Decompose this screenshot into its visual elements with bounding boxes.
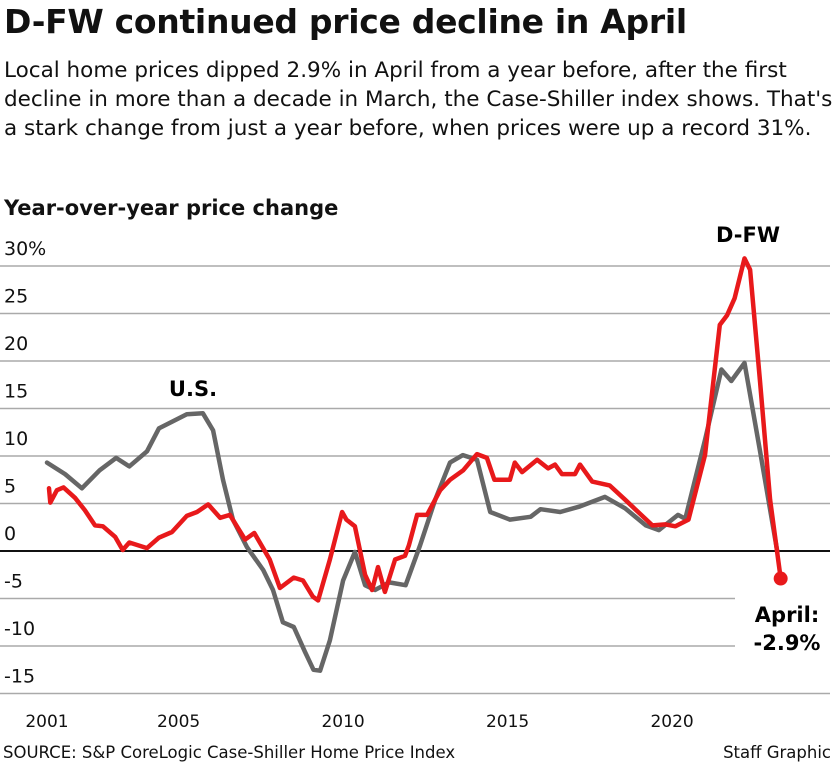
- source-note: SOURCE: S&P CoreLogic Case-Shiller Home …: [3, 743, 456, 762]
- credit: Staff Graphic: [723, 743, 831, 762]
- y-tick-label: 0: [4, 523, 16, 545]
- y-tick-label: 10: [4, 428, 28, 450]
- x-tick-label: 2001: [25, 712, 68, 732]
- y-tick-label: 15: [4, 381, 28, 403]
- latest-value: -2.9%: [754, 631, 821, 655]
- chart-subtitle: Local home prices dipped 2.9% in April f…: [4, 58, 833, 141]
- y-tick-label: 25: [4, 286, 28, 308]
- us-series-label: U.S.: [169, 377, 217, 401]
- dfw-series-label: D-FW: [716, 223, 780, 247]
- y-tick-label: -5: [4, 571, 23, 593]
- x-tick-label: 2005: [157, 712, 200, 732]
- chart-title: D-FW continued price decline in April: [4, 2, 687, 41]
- x-tick-label: 2010: [321, 712, 364, 732]
- y-axis-label: Year-over-year price change: [4, 196, 339, 220]
- y-tick-label: -15: [4, 666, 35, 688]
- y-tick-label: 5: [4, 476, 16, 498]
- latest-point-marker: [773, 571, 788, 586]
- x-tick-label: 2020: [650, 712, 693, 732]
- y-tick-label: 20: [4, 333, 28, 355]
- y-tick-label: 30%: [4, 238, 46, 260]
- y-tick-label: -10: [4, 618, 35, 640]
- dfw-series-line: [46, 256, 783, 603]
- x-tick-label: 2015: [486, 712, 529, 732]
- latest-label: April:: [755, 603, 819, 627]
